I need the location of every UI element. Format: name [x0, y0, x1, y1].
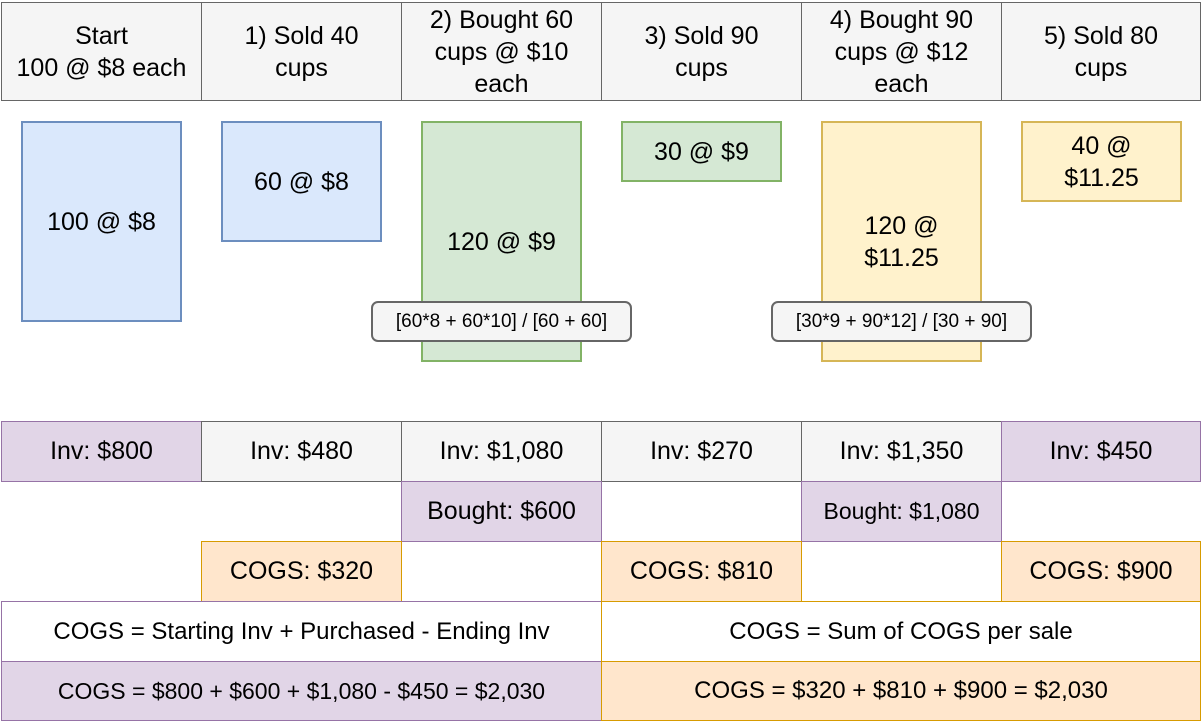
header-start: Start 100 @ $8 each: [1, 2, 202, 101]
lot-step-5: 40 @ $11.25: [1021, 121, 1182, 202]
inventory-start: Inv: $800: [1, 421, 202, 482]
lot-step-3: 30 @ $9: [621, 121, 782, 182]
inventory-step-2: Inv: $1,080: [401, 421, 602, 482]
weighted-average-calc-step-2: [60*8 + 60*10] / [60 + 60]: [371, 301, 632, 342]
cogs-result-periodic: COGS = $800 + $600 + $1,080 - $450 = $2,…: [1, 661, 602, 721]
inventory-step-5: Inv: $450: [1001, 421, 1201, 482]
header-step-3: 3) Sold 90 cups: [601, 2, 802, 101]
cogs-formula-per-sale: COGS = Sum of COGS per sale: [601, 601, 1201, 662]
inventory-step-1: Inv: $480: [201, 421, 402, 482]
cogs-formula-periodic: COGS = Starting Inv + Purchased - Ending…: [1, 601, 602, 662]
header-step-2: 2) Bought 60 cups @ $10 each: [401, 2, 602, 101]
bought-step-4: Bought: $1,080: [801, 481, 1002, 542]
header-step-4: 4) Bought 90 cups @ $12 each: [801, 2, 1002, 101]
weighted-average-calc-step-4: [30*9 + 90*12] / [30 + 90]: [771, 301, 1032, 342]
cogs-result-per-sale: COGS = $320 + $810 + $900 = $2,030: [601, 661, 1201, 721]
bought-step-2: Bought: $600: [401, 481, 602, 542]
inventory-step-3: Inv: $270: [601, 421, 802, 482]
lot-start: 100 @ $8: [21, 121, 182, 322]
cogs-step-5: COGS: $900: [1001, 541, 1201, 602]
header-step-1: 1) Sold 40 cups: [201, 2, 402, 101]
cogs-step-1: COGS: $320: [201, 541, 402, 602]
inventory-step-4: Inv: $1,350: [801, 421, 1002, 482]
cogs-step-3: COGS: $810: [601, 541, 802, 602]
header-step-5: 5) Sold 80 cups: [1001, 2, 1201, 101]
lot-step-1: 60 @ $8: [221, 121, 382, 242]
